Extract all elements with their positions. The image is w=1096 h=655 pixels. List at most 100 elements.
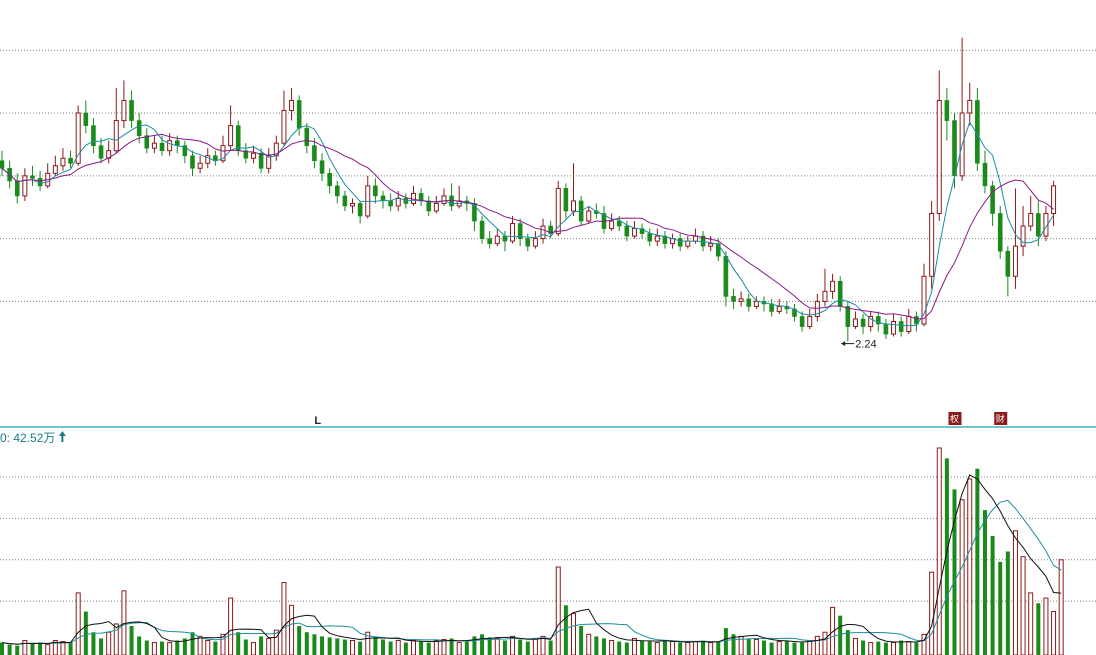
candle-body-down <box>982 162 988 187</box>
volume-bar-down <box>68 642 73 655</box>
volume-bar-down <box>914 642 919 655</box>
volume-bar-down <box>769 642 774 655</box>
candle-body-down <box>388 200 393 207</box>
volume-bar-up <box>830 606 836 655</box>
candle-body-down <box>898 321 904 332</box>
volume-bar-down <box>617 641 622 655</box>
volume-bar-up <box>631 637 637 655</box>
candle-body-down <box>563 188 569 212</box>
volume-bar-up <box>692 641 698 655</box>
volume-bar-down <box>137 636 142 655</box>
volume-bar-down <box>175 640 180 655</box>
volume-bar-down <box>678 642 683 655</box>
candle-body-up <box>1012 245 1018 277</box>
volume-ma-long-line <box>1 474 1062 645</box>
volume-bar-down <box>0 642 4 655</box>
volume-bar-up <box>1028 592 1034 655</box>
volume-bar-down <box>487 637 492 655</box>
candle-body-down <box>990 185 995 214</box>
volume-bar-up <box>22 640 28 655</box>
volume-bar-up <box>494 637 500 655</box>
volume-bar-up <box>113 623 119 655</box>
volume-bar-down <box>525 641 530 655</box>
volume-bar-down <box>236 632 241 655</box>
candle-body-down <box>677 238 683 247</box>
volume-bars <box>0 447 1064 655</box>
candle-body-up <box>250 152 256 159</box>
candle-body-up <box>929 213 935 277</box>
candle-body-down <box>616 220 622 227</box>
candle-body-up <box>967 99 973 114</box>
volume-bar-up <box>532 637 538 655</box>
candle-body-down <box>845 306 851 327</box>
candle-body-down <box>357 203 363 217</box>
volume-bar-down <box>144 640 149 655</box>
volume-bar-up <box>1043 597 1049 655</box>
candle-body-down <box>30 175 35 179</box>
event-marker-box <box>994 412 1008 425</box>
candle-body-down <box>479 220 485 239</box>
volume-bar-up <box>814 635 820 655</box>
candle-body-up <box>776 305 782 312</box>
volume-bar-down <box>548 640 553 655</box>
volume-bar-down <box>952 489 957 655</box>
volume-bar-down <box>335 638 340 655</box>
candle-body-down <box>129 100 134 121</box>
volume-bar-up <box>75 592 81 655</box>
candle-body-up <box>266 155 272 169</box>
volume-label-value: 42.52万 <box>13 431 55 445</box>
volume-bar-up <box>197 635 203 655</box>
candle-body-down <box>837 281 843 307</box>
candle-body-up <box>571 200 576 212</box>
candle-body-up <box>814 300 820 317</box>
volume-bar-down <box>243 639 248 655</box>
min-arrow-head <box>841 341 846 347</box>
volume-bar-up <box>289 604 295 655</box>
volume-bar-up <box>266 637 272 655</box>
volume-bar-up <box>822 631 828 655</box>
candle-body-up <box>52 165 58 174</box>
volume-bar-down <box>83 611 88 655</box>
candle-body-up <box>1020 225 1026 247</box>
candle-body-up <box>891 321 897 335</box>
candle-body-down <box>952 120 957 177</box>
volume-bar-down <box>190 632 195 655</box>
volume-bar-up <box>685 642 691 655</box>
candle-body-down <box>860 318 866 327</box>
candle-body-down <box>502 235 508 242</box>
volume-bar-down <box>899 640 904 655</box>
volume-bar-up <box>906 641 912 655</box>
volume-bar-down <box>388 641 393 655</box>
candle-body-up <box>738 298 744 302</box>
candle-body-down <box>799 316 805 327</box>
volume-bar-down <box>998 561 1003 655</box>
volume-bar-down <box>624 642 629 655</box>
volume-bar-down <box>579 626 584 655</box>
candle-body-down <box>319 160 325 174</box>
volume-bar-up <box>60 641 66 655</box>
volume-bar-down <box>297 626 302 655</box>
volume-bar-down <box>480 634 485 655</box>
candle-body-up <box>494 235 500 245</box>
volume-label: 0: 42.52万 <box>0 431 66 445</box>
price-ma-short-line <box>1 120 1055 326</box>
volume-bar-down <box>883 642 888 655</box>
volume-bar-up <box>1058 559 1064 655</box>
volume-bar-down <box>876 641 881 655</box>
candle-body-down <box>0 160 5 169</box>
event-marker: 权 <box>948 412 962 425</box>
candle-body-down <box>98 145 104 159</box>
volume-bar-up <box>654 642 660 655</box>
volume-bar-down <box>792 642 797 655</box>
candle-body-down <box>997 213 1003 252</box>
volume-bar-up <box>540 635 546 655</box>
volume-bar-up <box>456 642 462 655</box>
volume-bar-up <box>936 447 942 655</box>
candle-body-down <box>548 225 553 234</box>
candle-body-down <box>373 185 378 197</box>
volume-bar-up <box>395 640 401 655</box>
candle-body-down <box>525 238 531 247</box>
candle-body-up <box>753 300 759 307</box>
candle-body-down <box>296 100 302 129</box>
volume-bar-up <box>52 640 58 655</box>
